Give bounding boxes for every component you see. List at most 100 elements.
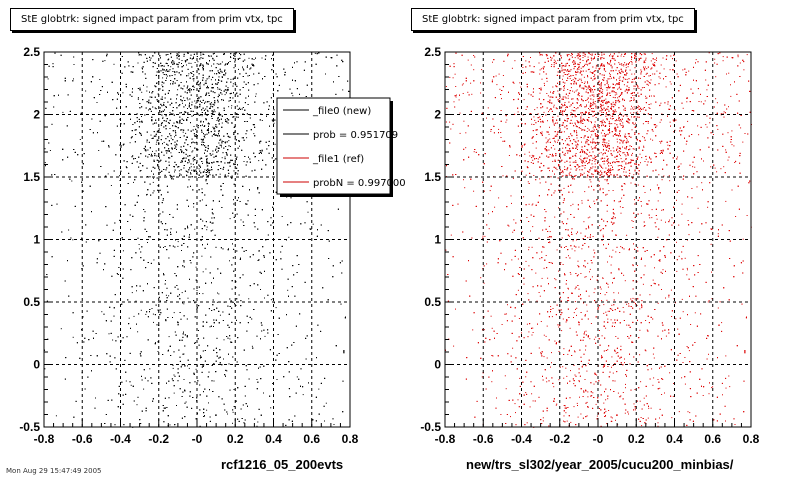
data-point (246, 137, 248, 139)
data-point (221, 76, 223, 78)
data-point (68, 229, 70, 231)
data-point (209, 326, 211, 328)
data-point (128, 317, 130, 319)
data-point (232, 411, 234, 413)
data-point (161, 123, 162, 124)
data-point (172, 113, 174, 115)
data-point (232, 83, 234, 85)
data-point (183, 303, 185, 305)
data-point (49, 150, 51, 151)
data-point (272, 93, 274, 94)
data-point (235, 52, 237, 54)
data-point (177, 245, 179, 247)
data-point (166, 63, 168, 65)
data-point (119, 175, 120, 177)
data-point (229, 218, 231, 220)
data-point (218, 79, 219, 81)
data-point (181, 250, 182, 251)
data-point (162, 118, 164, 119)
data-point (191, 101, 193, 103)
data-point (188, 73, 190, 75)
data-point (137, 331, 139, 333)
data-point (104, 60, 106, 62)
data-point (166, 75, 168, 77)
data-point (325, 402, 327, 404)
data-point (224, 119, 226, 121)
data-point (153, 259, 155, 261)
data-point (182, 131, 184, 133)
data-point (152, 181, 154, 183)
data-point (193, 80, 195, 82)
data-point (169, 128, 171, 129)
data-point (110, 185, 112, 186)
data-point (214, 52, 215, 54)
data-point (258, 160, 260, 162)
data-point (162, 68, 164, 70)
data-point (155, 150, 157, 152)
data-point (206, 229, 208, 231)
data-point (218, 115, 220, 117)
data-point (146, 193, 148, 195)
data-point (259, 141, 261, 143)
data-point (264, 335, 266, 337)
data-point (71, 180, 73, 182)
data-point (255, 93, 257, 95)
data-point (187, 99, 189, 101)
data-point (218, 293, 220, 295)
data-point (195, 266, 197, 268)
data-point (215, 126, 217, 127)
data-point (163, 141, 165, 143)
data-point (204, 137, 206, 139)
data-point (174, 136, 175, 138)
data-point (129, 142, 131, 144)
data-point (181, 292, 183, 294)
data-point (187, 297, 189, 299)
data-point (96, 102, 98, 103)
data-point (201, 131, 203, 133)
data-point (173, 392, 175, 394)
data-point (162, 116, 164, 118)
data-point (219, 314, 221, 316)
data-point (202, 162, 203, 164)
data-point (177, 241, 179, 243)
data-point (122, 250, 124, 252)
data-point (44, 148, 46, 150)
data-point (177, 89, 179, 91)
data-point (192, 150, 194, 152)
data-point (204, 169, 206, 171)
data-point (47, 78, 49, 80)
data-point (136, 404, 138, 406)
data-point (255, 95, 257, 97)
data-point (156, 141, 158, 143)
data-point (190, 172, 191, 174)
data-point (191, 169, 193, 171)
data-point (165, 294, 167, 296)
data-point (217, 87, 219, 89)
data-point (156, 130, 158, 132)
data-point (197, 114, 199, 116)
plot-left: -0.8 -0.6 -0.4 -0.2 -0 0.2 0.4 0.6 0.8-0.500.511… (19, 45, 405, 446)
data-point (137, 97, 139, 99)
data-point (212, 162, 213, 164)
data-point (72, 239, 74, 241)
data-point (208, 101, 210, 103)
data-point (145, 313, 147, 315)
data-point (101, 311, 103, 313)
data-point (152, 150, 153, 152)
data-point (251, 345, 253, 347)
data-point (274, 143, 276, 145)
data-point (168, 295, 170, 297)
data-point (206, 155, 208, 157)
data-point (238, 101, 240, 103)
data-point (150, 134, 152, 136)
data-point (212, 126, 214, 128)
data-point (241, 137, 243, 139)
data-point (270, 299, 272, 301)
data-point (107, 173, 109, 175)
data-point (198, 168, 200, 170)
data-point (205, 268, 207, 270)
data-point (242, 68, 244, 70)
data-point (184, 60, 186, 62)
data-point (197, 61, 199, 63)
data-point (219, 144, 221, 146)
